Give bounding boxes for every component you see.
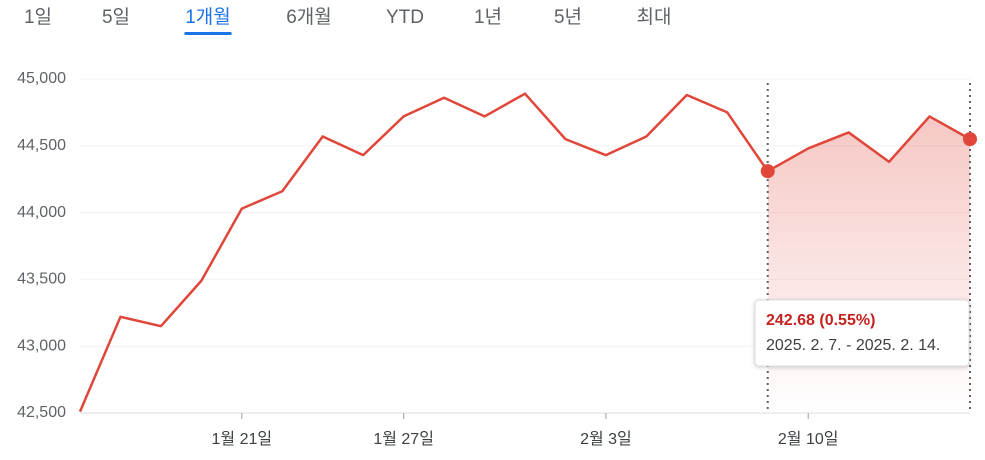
tab[interactable]: 최대 — [637, 6, 672, 28]
tooltip-range: 2025. 2. 7. - 2025. 2. 14. — [766, 337, 940, 354]
tab[interactable]: 1개월 — [185, 6, 231, 28]
y-tick-label: 44,000 — [17, 204, 66, 221]
tab[interactable]: YTD — [386, 7, 424, 28]
tab[interactable]: 1년 — [474, 6, 502, 28]
highlight-area — [767, 116, 970, 414]
x-tick-label: 2월 10일 — [778, 430, 839, 448]
y-tick-label: 42,500 — [17, 404, 66, 421]
range-point — [963, 132, 977, 147]
tab-underline — [184, 32, 232, 35]
tab[interactable]: 1일 — [24, 6, 52, 28]
tab[interactable]: 5일 — [102, 6, 130, 28]
y-tick-label: 43,000 — [17, 337, 66, 354]
x-tick-label: 1월 21일 — [212, 430, 273, 448]
tooltip-change: 242.68 (0.55%) — [766, 312, 875, 329]
tab[interactable]: 6개월 — [286, 6, 332, 28]
range-point — [760, 164, 775, 179]
tab[interactable]: 5년 — [554, 6, 582, 28]
y-tick-label: 45,000 — [17, 70, 66, 87]
tooltip-box — [754, 299, 970, 367]
x-tick-label: 2월 3일 — [580, 430, 632, 448]
x-tick-label: 1월 27일 — [373, 430, 434, 448]
y-tick-label: 44,500 — [17, 137, 66, 154]
y-tick-label: 43,500 — [17, 271, 66, 288]
price-line — [78, 92, 971, 413]
